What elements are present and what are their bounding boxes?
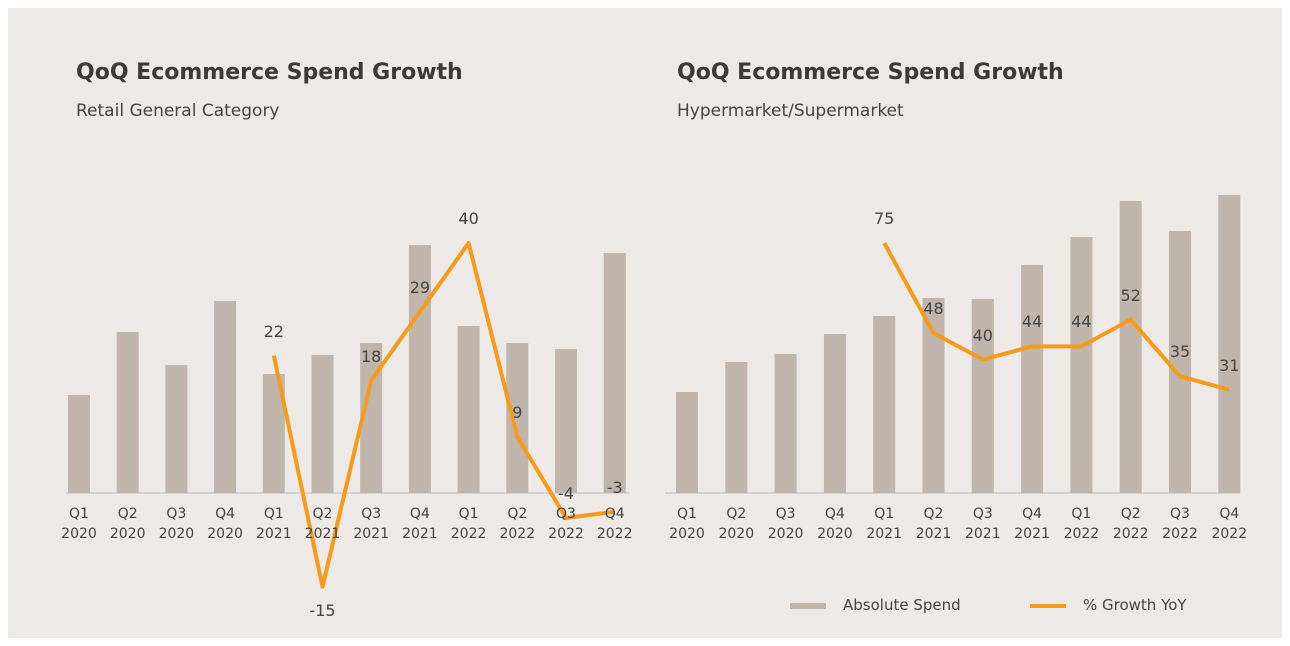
bar [116,332,139,493]
x-tick-label: Q1 2021 [866,506,902,542]
x-tick-label: Q4 2022 [1211,506,1248,542]
data-label: 35 [1169,342,1191,362]
bar [1119,201,1142,493]
data-label: 44 [1071,312,1092,332]
x-tick-label: Q2 2022 [499,506,536,542]
bar [506,343,529,493]
bar [603,253,626,493]
data-label: 31 [1219,355,1240,375]
data-label: 52 [1120,285,1141,305]
x-tick-label: Q2 2022 [1112,506,1149,542]
growth-line [271,241,615,589]
x-tick-label: Q1 2020 [669,506,705,542]
x-tick-label: Q4 2021 [1014,506,1050,542]
bar [68,395,90,493]
x-tick-label: Q4 2021 [402,506,438,542]
bar [360,343,383,493]
data-label: 22 [263,321,284,341]
legend-label: Absolute Spend [843,596,961,614]
x-tick-label: Q3 2021 [964,506,1001,542]
x-tick-label: Q1 2020 [61,506,97,542]
data-label: 18 [361,346,382,366]
legend-label: % Growth YoY [1083,596,1187,614]
bar [725,362,748,493]
x-tick-label: Q3 2022 [1162,506,1198,542]
x-tick-label: Q2 2020 [109,506,146,542]
bar [165,365,188,493]
x-tick-label: Q1 2022 [1063,506,1100,542]
bar [971,299,994,493]
bar [1021,265,1044,493]
bar [1169,231,1191,493]
bar [1218,195,1241,493]
chart-title: QoQ Ecommerce Spend Growth [76,60,463,85]
x-tick-label: Q1 2021 [255,506,292,542]
chart-title: QoQ Ecommerce Spend Growth [677,60,1064,85]
bar [262,374,285,493]
data-label: -4 [558,484,574,503]
x-tick-label: Q4 2020 [817,506,853,542]
bar [457,326,480,493]
data-label: -15 [309,600,336,620]
bar [214,301,237,493]
x-tick-label: Q3 2021 [353,506,389,542]
bar [774,354,797,493]
x-tick-label: Q4 2020 [207,506,243,542]
x-tick-label: Q3 2020 [158,506,195,542]
data-label: 44 [1021,312,1043,332]
bar [676,392,698,493]
bar [922,298,945,493]
data-label: 75 [874,209,895,228]
x-tick-label: Q1 2022 [450,506,487,542]
data-label: 40 [972,325,993,345]
bar [555,349,577,493]
bar [1070,237,1093,493]
chart-subtitle: Retail General Category [76,101,280,121]
x-tick-label: Q2 2020 [718,506,755,542]
data-label: 9 [512,402,523,422]
chart-subtitle: Hypermarket/Supermarket [677,101,904,121]
data-label: -3 [606,477,623,497]
x-tick-label: Q2 2021 [915,506,952,542]
data-label: 40 [458,209,479,228]
x-tick-label: Q3 2020 [767,506,804,542]
growth-line [882,242,1230,392]
bar [311,355,334,493]
x-tick-label: Q4 2022 [596,506,633,542]
bar [873,316,896,493]
bar [823,334,846,493]
data-label: 48 [923,299,944,318]
x-tick-label: Q2 2021 [304,506,341,542]
data-label: 29 [409,277,431,297]
x-tick-label: Q3 2022 [548,506,584,542]
